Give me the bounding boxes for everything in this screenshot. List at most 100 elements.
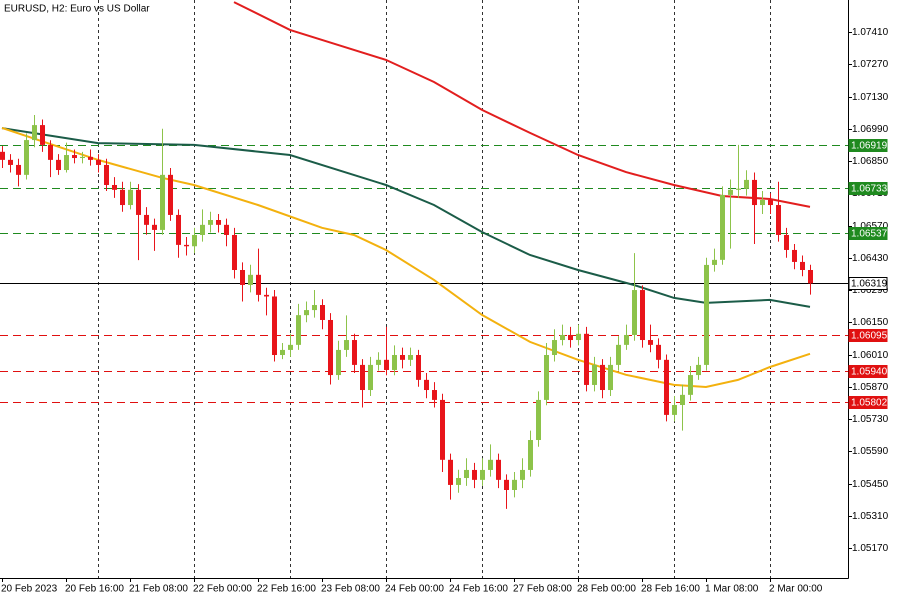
candle-body xyxy=(208,220,213,225)
candle-body xyxy=(576,333,581,341)
candle-body xyxy=(784,234,789,250)
level-price-box xyxy=(848,139,888,152)
y-tick-label: 1.05310 xyxy=(852,511,889,522)
y-tick-label: 1.05590 xyxy=(852,446,889,457)
y-tick-label: 1.06850 xyxy=(852,156,889,167)
candle-body xyxy=(168,174,173,215)
candle-body xyxy=(536,399,541,441)
level-price-box xyxy=(848,365,888,378)
candle-body xyxy=(544,355,549,400)
candle-body xyxy=(272,296,277,356)
candle-body xyxy=(176,214,181,245)
candle-body xyxy=(264,294,269,297)
candle-body xyxy=(616,344,621,365)
x-tick-label: 28 Feb 00:00 xyxy=(577,584,636,595)
candle-body xyxy=(352,340,357,365)
candle-body xyxy=(736,188,741,190)
candle-body xyxy=(16,164,21,175)
candle-body xyxy=(312,305,317,311)
candle-body xyxy=(768,199,773,206)
candle-body xyxy=(232,234,237,270)
y-tick-label: 1.07130 xyxy=(852,92,889,103)
candle-body xyxy=(760,199,765,206)
level-price-label: 1.06537 xyxy=(851,229,888,240)
candle-body xyxy=(720,194,725,260)
x-tick-label: 20 Feb 16:00 xyxy=(65,584,124,595)
x-tick-label: 24 Feb 00:00 xyxy=(385,584,444,595)
candle-body xyxy=(408,355,413,360)
candle-body xyxy=(600,364,605,391)
candle-body xyxy=(416,355,421,380)
candle-body xyxy=(624,334,629,345)
candle-body xyxy=(488,459,493,470)
y-tick-label: 1.06010 xyxy=(852,350,889,361)
candle-body xyxy=(696,364,701,376)
candle-body xyxy=(728,189,733,195)
y-tick-label: 1.06290 xyxy=(852,285,889,296)
candle-body xyxy=(360,364,365,391)
candle-body xyxy=(368,364,373,391)
candle-body xyxy=(808,269,813,284)
candle-body xyxy=(608,364,613,391)
candle-body xyxy=(432,390,437,400)
candle-body xyxy=(136,189,141,215)
candle-body xyxy=(568,334,573,341)
y-tick-label: 1.06990 xyxy=(852,124,889,135)
level-price-label: 1.06733 xyxy=(851,184,888,195)
candle-body xyxy=(680,394,685,405)
candle-body xyxy=(120,189,125,206)
x-tick-label: 22 Feb 16:00 xyxy=(257,584,316,595)
candle-body xyxy=(128,189,133,206)
candle-body xyxy=(456,478,461,485)
level-price-box xyxy=(848,329,888,342)
candle-body xyxy=(64,155,69,171)
candle-body xyxy=(256,274,261,295)
level-price-label: 1.05802 xyxy=(851,398,888,409)
candle-body xyxy=(144,214,149,225)
candle-body xyxy=(248,274,253,285)
level-price-box xyxy=(848,277,888,290)
candle-body xyxy=(392,355,397,370)
x-tick-label: 20 Feb 2023 xyxy=(1,584,58,595)
candle-body xyxy=(240,269,245,285)
candle-body xyxy=(464,469,469,479)
candle-body xyxy=(672,404,677,415)
level-price-box xyxy=(848,396,888,409)
level-price-label: 1.06319 xyxy=(851,279,888,290)
candle-body xyxy=(192,234,197,247)
candle-body xyxy=(184,244,189,247)
candle-body xyxy=(656,344,661,360)
level-price-label: 1.06919 xyxy=(851,141,888,152)
candle-body xyxy=(744,179,749,189)
level-price-label: 1.05940 xyxy=(851,367,888,378)
candle-body xyxy=(96,159,101,165)
candle-body xyxy=(560,334,565,341)
candle-body xyxy=(448,459,453,485)
level-price-label: 1.06095 xyxy=(851,331,888,342)
candle-body xyxy=(496,459,501,480)
candle-body xyxy=(800,261,805,270)
candle-body xyxy=(632,290,637,335)
x-tick-label: 1 Mar 08:00 xyxy=(705,584,759,595)
candle-body xyxy=(40,125,45,145)
level-price-box xyxy=(848,227,888,240)
candle-body xyxy=(712,259,717,265)
candle-body xyxy=(48,144,53,160)
candle-body xyxy=(688,375,693,395)
x-tick-label: 24 Feb 16:00 xyxy=(449,584,508,595)
level-price-box xyxy=(848,182,888,195)
candle-body xyxy=(384,359,389,370)
candle-body xyxy=(0,151,5,160)
y-tick-label: 1.05450 xyxy=(852,479,889,490)
candle-body xyxy=(296,315,301,345)
candle-body xyxy=(216,220,221,225)
candle-body xyxy=(424,379,429,391)
y-tick-label: 1.05870 xyxy=(852,382,889,393)
candle-body xyxy=(160,174,165,230)
candle-body xyxy=(328,319,333,376)
candle-body xyxy=(664,359,669,415)
y-tick-label: 1.05730 xyxy=(852,414,889,425)
candle-body xyxy=(592,364,597,385)
x-tick-label: 27 Feb 08:00 xyxy=(513,584,572,595)
candle-body xyxy=(152,224,157,230)
